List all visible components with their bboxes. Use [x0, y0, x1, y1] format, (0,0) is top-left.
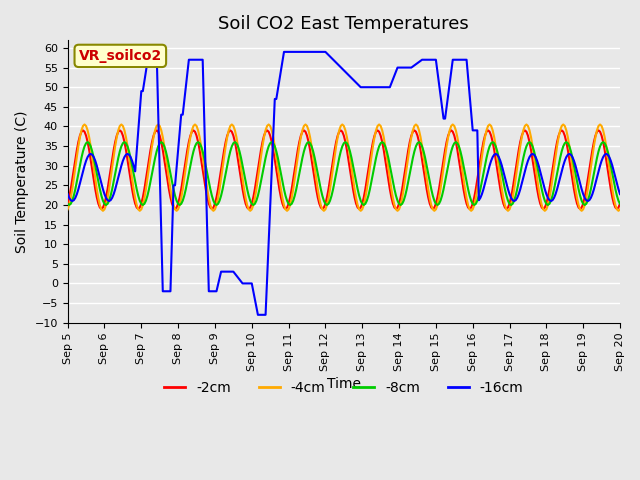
Text: VR_soilco2: VR_soilco2	[79, 49, 162, 63]
Title: Soil CO2 East Temperatures: Soil CO2 East Temperatures	[218, 15, 469, 33]
Legend: -2cm, -4cm, -8cm, -16cm: -2cm, -4cm, -8cm, -16cm	[159, 375, 529, 400]
Y-axis label: Soil Temperature (C): Soil Temperature (C)	[15, 110, 29, 252]
X-axis label: Time: Time	[327, 377, 361, 391]
